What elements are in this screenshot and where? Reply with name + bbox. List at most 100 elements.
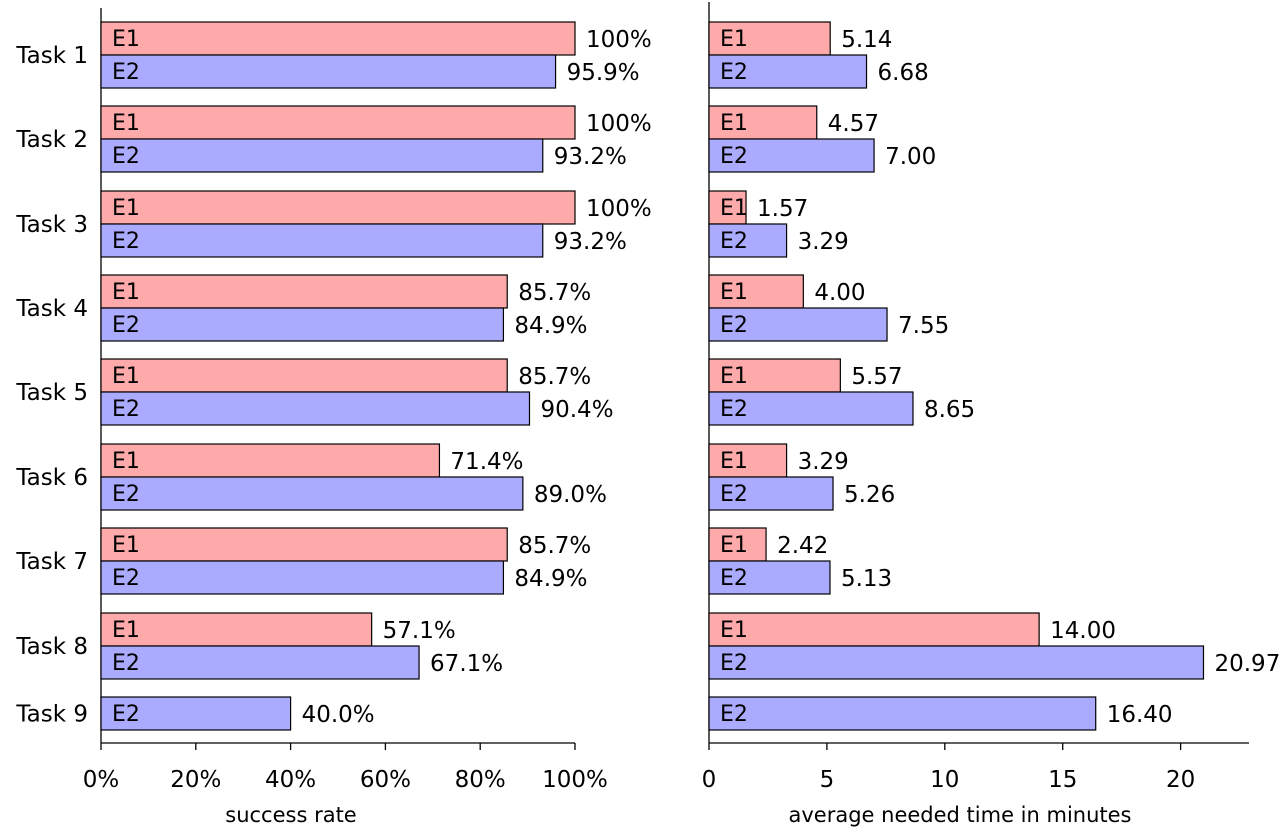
bar-series-tag: E1 bbox=[720, 196, 748, 221]
bar-e1 bbox=[100, 274, 508, 309]
bar-e1 bbox=[100, 21, 576, 56]
bar-e2 bbox=[100, 391, 531, 426]
bar-series-tag: E1 bbox=[112, 449, 140, 474]
bar-value-label: 8.65 bbox=[924, 397, 975, 423]
bar-series-tag: E1 bbox=[720, 618, 748, 643]
bar-e2 bbox=[708, 645, 1205, 680]
bar-e1 bbox=[100, 358, 508, 393]
bar-e1 bbox=[708, 274, 804, 309]
bar-series-tag: E1 bbox=[112, 111, 140, 136]
bar-series-tag: E2 bbox=[112, 397, 140, 422]
bar-e1 bbox=[100, 190, 576, 225]
x-tick-label: 20% bbox=[170, 767, 221, 793]
bar-value-label: 20.97 bbox=[1214, 651, 1280, 677]
bar-e1 bbox=[708, 527, 767, 562]
bar-series-tag: E2 bbox=[720, 229, 748, 254]
bar-e1 bbox=[708, 612, 1040, 647]
x-tick-label: 60% bbox=[360, 767, 411, 793]
bar-series-tag: E2 bbox=[720, 60, 748, 85]
bar-e2 bbox=[100, 645, 420, 680]
task-label: Task 9 bbox=[15, 702, 88, 728]
bar-value-label: 84.9% bbox=[514, 313, 587, 339]
bar-series-tag: E2 bbox=[720, 482, 748, 507]
bar-value-label: 40.0% bbox=[302, 702, 375, 728]
task-label: Task 5 bbox=[15, 380, 88, 406]
bar-value-label: 4.57 bbox=[828, 111, 879, 137]
bar-e1 bbox=[100, 443, 441, 478]
x-axis-title: average needed time in minutes bbox=[789, 803, 1132, 827]
x-tick-label: 40% bbox=[265, 767, 316, 793]
bar-value-label: 100% bbox=[586, 196, 652, 222]
bar-e1 bbox=[100, 105, 576, 140]
bar-series-tag: E1 bbox=[112, 27, 140, 52]
bar-series-tag: E2 bbox=[720, 313, 748, 338]
bar-series-tag: E2 bbox=[720, 566, 748, 591]
bar-e2 bbox=[100, 560, 505, 595]
bar-series-tag: E1 bbox=[112, 533, 140, 558]
bar-e2 bbox=[708, 223, 788, 258]
bar-value-label: 100% bbox=[586, 111, 652, 137]
bar-value-label: 93.2% bbox=[554, 229, 627, 255]
bar-value-label: 89.0% bbox=[534, 482, 607, 508]
bar-value-label: 5.13 bbox=[841, 566, 892, 592]
bar-e1 bbox=[708, 443, 788, 478]
task-label: Task 4 bbox=[15, 296, 88, 322]
bar-value-label: 85.7% bbox=[518, 364, 591, 390]
average-time-chart: 0 5 10 15 20 average needed time in minutes E1… bbox=[702, 2, 1280, 827]
bar-value-label: 85.7% bbox=[518, 280, 591, 306]
bar-e2 bbox=[100, 223, 544, 258]
x-tick-label: 80% bbox=[455, 767, 506, 793]
bar-value-label: 2.42 bbox=[777, 533, 828, 559]
bar-series-tag: E2 bbox=[720, 144, 748, 169]
bar-value-label: 7.00 bbox=[885, 144, 936, 170]
bar-e1 bbox=[708, 105, 818, 140]
bar-e1 bbox=[100, 612, 373, 647]
bar-value-label: 84.9% bbox=[514, 566, 587, 592]
bar-series-tag: E2 bbox=[112, 702, 140, 727]
bar-e2 bbox=[708, 696, 1097, 731]
bar-value-label: 4.00 bbox=[814, 280, 865, 306]
x-tick-label: 0% bbox=[83, 767, 120, 793]
bar-series-tag: E2 bbox=[112, 313, 140, 338]
bar-e2 bbox=[708, 54, 868, 89]
bar-series-tag: E2 bbox=[720, 651, 748, 676]
x-tick-label: 20 bbox=[1166, 767, 1195, 793]
bar-e2 bbox=[100, 138, 544, 173]
bar-series-tag: E2 bbox=[112, 229, 140, 254]
bar-value-label: 5.26 bbox=[844, 482, 895, 508]
bar-e2 bbox=[708, 560, 831, 595]
bar-series-tag: E2 bbox=[720, 397, 748, 422]
bar-series-tag: E1 bbox=[112, 364, 140, 389]
x-axis-title: success rate bbox=[225, 803, 356, 827]
task-label: Task 8 bbox=[15, 634, 88, 660]
bar-value-label: 6.68 bbox=[878, 60, 929, 86]
bar-series-tag: E2 bbox=[112, 651, 140, 676]
bar-e1 bbox=[708, 358, 841, 393]
bar-series-tag: E2 bbox=[112, 566, 140, 591]
bar-value-label: 90.4% bbox=[540, 397, 613, 423]
bar-e2 bbox=[708, 391, 914, 426]
bar-value-label: 85.7% bbox=[518, 533, 591, 559]
bar-series-tag: E1 bbox=[720, 280, 748, 305]
bar-series-tag: E1 bbox=[112, 280, 140, 305]
bar-e2 bbox=[100, 476, 524, 511]
task-label: Task 7 bbox=[15, 549, 88, 575]
task-label: Task 6 bbox=[15, 465, 88, 491]
bar-series-tag: E1 bbox=[720, 364, 748, 389]
bar-value-label: 71.4% bbox=[450, 449, 523, 475]
bar-e1 bbox=[708, 21, 831, 56]
task-label: Task 1 bbox=[15, 43, 88, 69]
task-label: Task 3 bbox=[15, 212, 88, 238]
bar-series-tag: E1 bbox=[720, 449, 748, 474]
bar-e2 bbox=[100, 54, 557, 89]
bar-series-tag: E1 bbox=[720, 27, 748, 52]
bar-value-label: 5.57 bbox=[851, 364, 902, 390]
x-tick-label: 15 bbox=[1048, 767, 1077, 793]
bar-value-label: 3.29 bbox=[798, 229, 849, 255]
bar-value-label: 67.1% bbox=[430, 651, 503, 677]
bar-series-tag: E2 bbox=[112, 60, 140, 85]
bar-series-tag: E1 bbox=[112, 618, 140, 643]
bar-value-label: 100% bbox=[586, 27, 652, 53]
bar-series-tag: E1 bbox=[720, 111, 748, 136]
bar-value-label: 57.1% bbox=[383, 618, 456, 644]
